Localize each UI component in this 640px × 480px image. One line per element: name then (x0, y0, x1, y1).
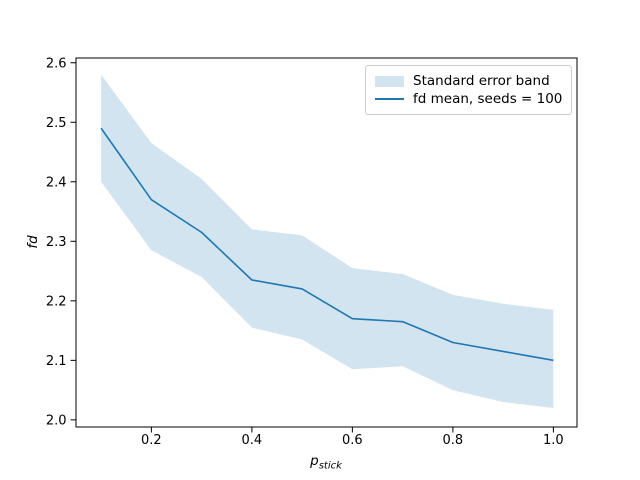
y-tick-label: 2.1 (46, 354, 67, 369)
band-swatch-icon (375, 75, 404, 87)
x-axis-label: pstick (310, 453, 342, 472)
legend-label-band: Standard error band (413, 73, 550, 89)
x-axis-label-base: p (310, 453, 319, 469)
y-tick-label: 2.2 (46, 295, 67, 310)
legend-item-mean-line: fd mean, seeds = 100 (375, 90, 562, 108)
x-tick-label: 0.6 (342, 433, 363, 448)
y-tick-label: 2.6 (46, 56, 67, 71)
x-tick-label: 0.2 (141, 433, 162, 448)
y-tick-label: 2.5 (46, 116, 67, 131)
y-tick-label: 2.4 (46, 175, 67, 190)
legend-item-band: Standard error band (375, 72, 562, 90)
x-tick-label: 0.4 (242, 433, 263, 448)
x-tick-label: 1.0 (543, 433, 564, 448)
axes-spines (75, 57, 578, 428)
x-axis-label-subscript: stick (318, 460, 342, 472)
legend: Standard error band fd mean, seeds = 100 (365, 65, 572, 115)
mean-line (100, 127, 554, 362)
y-axis-label: fd (25, 235, 41, 249)
y-tick-label: 2.3 (46, 235, 67, 250)
legend-label-mean-line: fd mean, seeds = 100 (413, 91, 563, 107)
y-tick-label: 2.0 (46, 414, 67, 429)
x-tick-label: 0.8 (443, 433, 464, 448)
line-swatch-icon (375, 98, 404, 100)
std-error-band (101, 74, 554, 408)
